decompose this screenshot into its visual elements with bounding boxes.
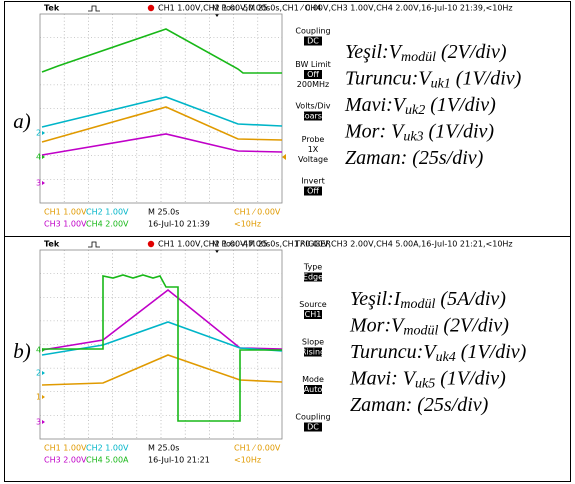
legend-subscript: modül xyxy=(401,50,436,65)
menu-value: DC xyxy=(307,423,319,432)
legend-entry: Turuncu:Vuk4 (1V/div) xyxy=(350,341,527,366)
legend-entry: Mor: Vuk3 (1V/div) xyxy=(344,120,494,145)
menu-label: Mode xyxy=(302,375,324,384)
legend-text: Mavi: xyxy=(349,367,403,389)
panel-label: a) xyxy=(13,109,31,133)
position: M Pos: -47.00s xyxy=(212,240,270,249)
legend-subscript: uk2 xyxy=(405,103,425,118)
channel-marker: 3 xyxy=(36,179,41,188)
channel-marker: 3 xyxy=(36,418,41,427)
legend-text: Yeşil: xyxy=(350,288,394,310)
status-text: <10Hz xyxy=(234,220,261,229)
menu-title: CH4 xyxy=(305,4,322,13)
menu-label: Source xyxy=(299,300,327,309)
legend-entry: Mor:Vmodül (2V/div) xyxy=(349,314,509,339)
legend-text: Turuncu: xyxy=(345,67,418,89)
menu-label: Voltage xyxy=(298,155,328,164)
legend-subscript: uk5 xyxy=(415,377,435,392)
legend-suffix: (5A/div) xyxy=(435,288,506,310)
status-text: CH3 1.00V xyxy=(44,220,87,229)
status-text: 16-Jul-10 21:39 xyxy=(148,220,210,229)
figure: a)TekCH1 1.00V,CH2 1.00V,M 25.0s,CH1 ⁄ 0… xyxy=(0,0,575,484)
legend-entry: Mavi: Vuk5 (1V/div) xyxy=(349,367,506,392)
stop-dot xyxy=(148,5,154,11)
menu-title: TRIGGER xyxy=(294,240,331,249)
status-text: M 25.0s xyxy=(148,208,179,217)
status-text: CH1 ⁄ 0.00V xyxy=(234,208,281,217)
brand: Tek xyxy=(44,240,60,249)
menu-label: Type xyxy=(303,263,322,272)
status-text: CH4 2.00V xyxy=(86,220,129,229)
legend-subscript: modül xyxy=(403,324,438,339)
status-text: <10Hz xyxy=(234,456,261,465)
menu-label: Slope xyxy=(302,338,324,347)
menu-label: Coupling xyxy=(295,413,330,422)
channel-marker: 2 xyxy=(36,369,41,378)
status-text: CH3 2.00V xyxy=(44,456,87,465)
panel-label: b) xyxy=(13,339,31,363)
legend-text: Mor: xyxy=(344,120,391,142)
legend-suffix: (1V/div) xyxy=(424,120,495,142)
position: M Pos: -50.00s xyxy=(212,4,270,13)
legend-text: Yeşil: xyxy=(345,41,389,63)
legend-entry: Zaman: (25s/div) xyxy=(345,147,484,169)
legend-suffix: (1V/div) xyxy=(451,67,522,89)
legend-entry: Yeşil:Imodül (5A/div) xyxy=(350,288,506,313)
legend: Yeşil:Imodül (5A/div)Mor:Vmodül (2V/div)… xyxy=(349,288,527,416)
status-text: CH4 5.00A xyxy=(86,456,129,465)
legend-subscript: uk1 xyxy=(431,77,451,92)
menu-value: Coarse xyxy=(299,112,327,121)
legend-entry: Turuncu:Vuk1 (1V/div) xyxy=(345,67,522,92)
menu-label: 200MHz xyxy=(297,80,329,89)
menu-value: Edge xyxy=(303,273,323,282)
channel-marker: 4 xyxy=(36,153,41,162)
legend-entry: Yeşil:Vmodül (2V/div) xyxy=(345,41,507,66)
status-text: CH1 1.00V xyxy=(44,444,87,453)
legend-subscript: uk3 xyxy=(403,130,423,145)
legend-suffix: (1V/div) xyxy=(435,367,506,389)
status-text: CH1 1.00V xyxy=(44,208,87,217)
stop-dot xyxy=(148,241,154,247)
menu-value: Off xyxy=(307,187,319,196)
menu-label: 1X xyxy=(308,145,319,154)
status-text: M 25.0s xyxy=(148,444,179,453)
menu-value: CH1 xyxy=(305,310,322,319)
legend-subscript: uk4 xyxy=(436,350,456,365)
menu-label: Coupling xyxy=(295,27,330,36)
oscilloscope: TekCH1 1.00V,CH2 1.00V,M 25.0s,CH1 ⁄ 0.0… xyxy=(36,3,513,233)
legend: Yeşil:Vmodül (2V/div)Turuncu:Vuk1 (1V/di… xyxy=(344,41,522,169)
legend-text: Mavi: xyxy=(344,94,393,116)
menu-value: Off xyxy=(307,70,319,79)
channel-marker: 2 xyxy=(36,129,41,138)
legend-subscript: modül xyxy=(400,297,435,312)
legend-entry: Mavi:Vuk2 (1V/div) xyxy=(344,94,496,119)
legend-text: Zaman: (25s/div) xyxy=(350,394,489,416)
menu-value: Rising xyxy=(301,348,325,357)
legend-suffix: (1V/div) xyxy=(425,94,496,116)
menu-label: Invert xyxy=(301,177,325,186)
menu-label: BW Limit xyxy=(295,60,331,69)
legend-text: Turuncu: xyxy=(350,341,423,363)
brand: Tek xyxy=(44,4,60,13)
channel-marker: 4 xyxy=(36,346,41,355)
menu-value: Auto xyxy=(304,385,323,394)
menu-value: DC xyxy=(307,37,319,46)
menu-label: Volts/Div xyxy=(295,102,330,111)
status-text: CH1 ⁄ 0.00V xyxy=(234,444,281,453)
legend-suffix: (1V/div) xyxy=(456,341,527,363)
legend-text: Zaman: (25s/div) xyxy=(345,147,484,169)
menu-label: Probe xyxy=(302,135,325,144)
legend-text: Mor: xyxy=(349,314,391,336)
status-text: CH2 1.00V xyxy=(86,208,129,217)
channel-marker: 1 xyxy=(36,393,41,402)
legend-entry: Zaman: (25s/div) xyxy=(350,394,489,416)
status-text: 16-Jul-10 21:21 xyxy=(148,456,210,465)
legend-suffix: (2V/div) xyxy=(436,41,507,63)
legend-suffix: (2V/div) xyxy=(438,314,509,336)
status-text: CH2 1.00V xyxy=(86,444,129,453)
